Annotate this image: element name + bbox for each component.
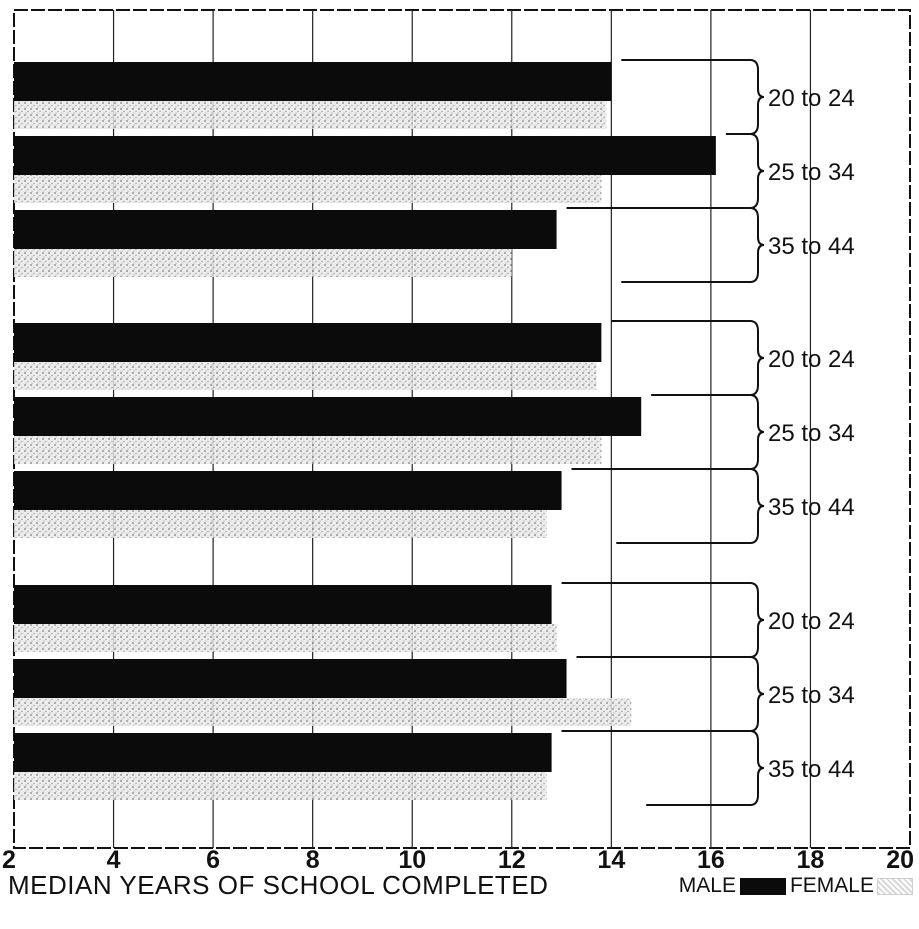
bracket-brace bbox=[749, 730, 765, 806]
male-bar bbox=[14, 210, 557, 249]
age-group-label: 20 to 24 bbox=[768, 608, 855, 635]
x-tick-label: 16 bbox=[697, 846, 725, 874]
female-bar bbox=[14, 510, 547, 538]
x-tick-label: 4 bbox=[107, 846, 121, 874]
legend-male-label: MALE bbox=[678, 874, 736, 897]
bracket-brace bbox=[749, 59, 765, 135]
bracket-brace bbox=[749, 207, 765, 283]
male-bar bbox=[14, 585, 552, 624]
x-tick-label: 8 bbox=[306, 846, 320, 874]
age-group-label: 35 to 44 bbox=[768, 756, 855, 783]
male-bar bbox=[14, 136, 716, 175]
bracket-brace bbox=[749, 656, 765, 732]
bracket-brace bbox=[749, 394, 765, 470]
labels-layer: 2 4 6 8 10 12 14 16 18 20 20 to 24 25 to 34 35 to 44… bbox=[2, 85, 914, 874]
female-bar bbox=[14, 101, 607, 129]
brackets-layer bbox=[561, 59, 765, 806]
x-tick-label: 10 bbox=[398, 846, 426, 874]
x-tick-label: 6 bbox=[206, 846, 220, 874]
age-group-label: 35 to 44 bbox=[768, 494, 855, 521]
x-tick-label: 12 bbox=[498, 846, 526, 874]
female-bar bbox=[14, 436, 602, 464]
x-tick-label: 18 bbox=[797, 846, 825, 874]
female-bar bbox=[14, 249, 512, 277]
legend: MALE FEMALE bbox=[679, 874, 913, 898]
male-bar bbox=[14, 62, 612, 101]
x-axis-title: MEDIAN YEARS OF SCHOOL COMPLETED bbox=[8, 870, 549, 900]
x-tick-label: 2 bbox=[2, 846, 16, 874]
male-bar bbox=[14, 659, 567, 698]
legend-female-label: FEMALE bbox=[789, 874, 874, 897]
female-bar bbox=[14, 698, 632, 726]
age-group-label: 20 to 24 bbox=[768, 346, 855, 373]
female-bar bbox=[14, 175, 602, 203]
female-bar bbox=[14, 362, 597, 390]
bracket-brace bbox=[749, 320, 765, 396]
male-bar bbox=[14, 733, 552, 772]
female-bar bbox=[14, 772, 547, 800]
bracket-brace bbox=[749, 582, 765, 658]
age-group-label: 25 to 34 bbox=[768, 159, 855, 186]
bracket-brace bbox=[749, 468, 765, 544]
bars-layer bbox=[14, 62, 716, 800]
female-bar bbox=[14, 624, 557, 652]
legend-female-swatch bbox=[877, 877, 913, 895]
male-bar bbox=[14, 323, 602, 362]
chart-footer: MEDIAN YEARS OF SCHOOL COMPLETED MALE FE… bbox=[8, 870, 913, 920]
age-group-label: 25 to 34 bbox=[768, 420, 855, 447]
male-bar bbox=[14, 397, 642, 436]
bracket-brace bbox=[749, 133, 765, 209]
male-bar bbox=[14, 471, 562, 510]
x-tick-label: 14 bbox=[597, 846, 625, 874]
legend-male-swatch bbox=[739, 877, 786, 895]
age-group-label: 25 to 34 bbox=[768, 682, 855, 709]
age-group-label: 35 to 44 bbox=[768, 233, 855, 260]
x-tick-label: 20 bbox=[886, 846, 914, 874]
age-group-label: 20 to 24 bbox=[768, 85, 855, 112]
